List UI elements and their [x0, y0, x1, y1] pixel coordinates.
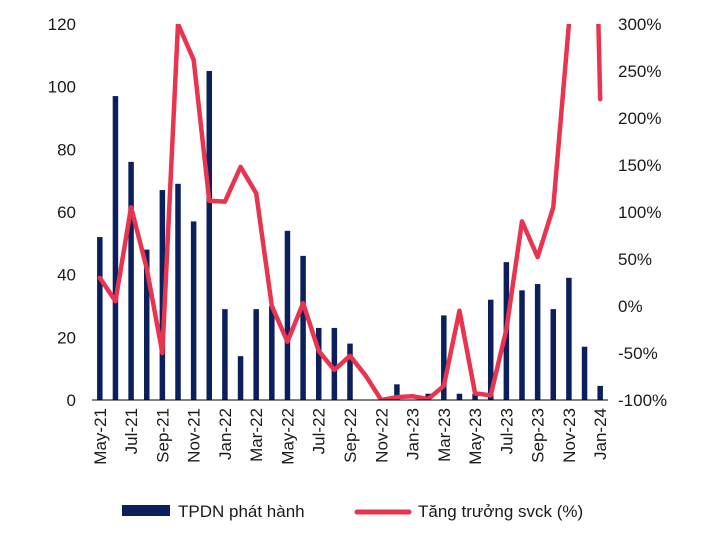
y-left-tick-label: 40 — [57, 266, 76, 285]
y-right-tick-label: 200% — [618, 109, 661, 128]
y-right-tick-label: -100% — [618, 391, 667, 410]
bar-Aug-22 — [331, 327, 338, 400]
bar-Feb-22 — [237, 356, 244, 400]
bar-Apr-23 — [456, 393, 463, 400]
y-left-tick-label: 100 — [48, 78, 76, 97]
x-tick-label: Jan-23 — [404, 408, 423, 460]
bar-May-22 — [284, 230, 291, 400]
y-axis-left-ticks: 0 20 40 60 80 100 120 — [48, 15, 76, 410]
x-tick-label: Mar-23 — [435, 408, 454, 462]
x-tick-label: Jan-22 — [216, 408, 235, 460]
y-right-tick-label: 100% — [618, 203, 661, 222]
bar-Dec-22 — [394, 384, 400, 400]
y-axis-right-ticks: -100% -50% 0% 50% 100% 150% 200% 250% 300% — [618, 15, 667, 410]
x-tick-label: Nov-22 — [372, 408, 391, 463]
legend: TPDN phát hành Tăng trưởng svck (%) — [122, 502, 583, 521]
line-series — [97, 24, 603, 400]
bar-series — [97, 71, 603, 400]
legend-bar-swatch — [122, 505, 170, 516]
x-tick-label: Sep-21 — [153, 408, 172, 463]
y-left-tick-label: 120 — [48, 15, 76, 34]
x-tick-label: Sep-23 — [529, 408, 548, 463]
y-right-tick-label: 50% — [618, 250, 652, 269]
x-tick-label: Mar-22 — [247, 408, 266, 462]
x-tick-label: Jul-23 — [497, 408, 516, 454]
legend-line-label: Tăng trưởng svck (%) — [418, 502, 583, 521]
y-right-tick-label: 250% — [618, 62, 661, 81]
bar-Jan-24 — [597, 385, 603, 400]
bar-Jun-23 — [487, 299, 494, 400]
bar-Mar-22 — [253, 309, 259, 400]
bar-Oct-21 — [175, 183, 181, 400]
bar-Jun-22 — [300, 255, 306, 400]
growth-line-tail — [596, 24, 603, 102]
x-tick-label: Sep-22 — [341, 408, 360, 463]
x-tick-label: May-22 — [278, 408, 297, 465]
y-right-tick-label: 150% — [618, 156, 661, 175]
bar-Jun-21 — [112, 96, 119, 400]
bar-Jul-22 — [315, 327, 322, 400]
growth-line-segment — [97, 24, 572, 400]
bar-Aug-21 — [143, 249, 150, 400]
x-axis-ticks: May-21 Jul-21 Sep-21 Nov-21 Jan-22 Mar-22 May-… — [91, 408, 610, 465]
bar-May-21 — [97, 237, 103, 400]
bar-Sep-23 — [534, 284, 541, 400]
y-left-tick-label: 0 — [67, 391, 76, 410]
y-left-tick-label: 60 — [57, 203, 76, 222]
bar-Sep-22 — [347, 343, 353, 400]
y-left-tick-label: 80 — [57, 140, 76, 159]
legend-bar-label: TPDN phát hành — [178, 502, 305, 521]
bar-Jan-22 — [222, 309, 228, 400]
x-tick-label: Jan-24 — [591, 408, 610, 460]
bar-Dec-23 — [581, 346, 588, 400]
x-tick-label: Jul-21 — [122, 408, 141, 454]
bar-Sep-21 — [159, 190, 166, 400]
bar-Nov-21 — [190, 221, 197, 400]
bar-Nov-23 — [566, 277, 572, 400]
x-tick-label: Nov-23 — [560, 408, 579, 463]
bar-Oct-23 — [550, 309, 557, 400]
bar-Apr-22 — [269, 306, 275, 400]
bar-May-23 — [472, 393, 478, 400]
bar-Dec-21 — [206, 71, 213, 400]
y-right-tick-label: -50% — [618, 344, 658, 363]
bar-Jul-21 — [128, 161, 134, 400]
y-right-tick-label: 300% — [618, 15, 661, 34]
x-tick-label: May-23 — [466, 408, 485, 465]
bar-Mar-23 — [441, 315, 447, 400]
y-right-tick-label: 0% — [618, 297, 643, 316]
x-tick-label: Jul-22 — [310, 408, 329, 454]
x-tick-label: May-21 — [91, 408, 110, 465]
y-left-tick-label: 20 — [57, 328, 76, 347]
bar-Aug-23 — [519, 290, 525, 400]
x-tick-label: Nov-21 — [185, 408, 204, 463]
